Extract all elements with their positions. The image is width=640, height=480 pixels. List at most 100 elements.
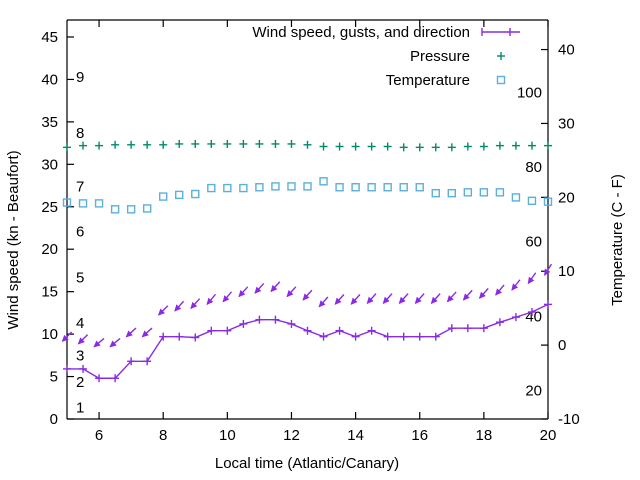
temperature-point bbox=[126, 205, 136, 214]
x-tick-label: 8 bbox=[159, 427, 167, 444]
pressure-point bbox=[255, 139, 264, 148]
temperature-point bbox=[447, 188, 456, 198]
wind-speed-point bbox=[191, 333, 200, 342]
y-tick-label: 35 bbox=[41, 114, 58, 131]
y2-tick-label: 30 bbox=[558, 115, 575, 132]
pressure-point bbox=[367, 142, 376, 151]
fahrenheit-label: 100 bbox=[517, 84, 542, 101]
gust-arrow bbox=[270, 281, 281, 293]
x-tick-label: 10 bbox=[219, 427, 236, 444]
temperature-point bbox=[158, 192, 168, 201]
y2-tick-label: 10 bbox=[558, 263, 575, 280]
pressure-series bbox=[63, 139, 552, 152]
temperature-point bbox=[223, 183, 232, 193]
wind-speed-point bbox=[239, 319, 248, 328]
temperature-point bbox=[335, 183, 344, 192]
pressure-point bbox=[335, 142, 344, 151]
legend: Wind speed, gusts, and direction Pressure… bbox=[252, 24, 520, 89]
temperature-point bbox=[303, 182, 312, 191]
temperature-point bbox=[415, 183, 424, 192]
gust-arrow bbox=[543, 263, 553, 276]
gust-arrow bbox=[222, 291, 233, 303]
gust-arrow bbox=[302, 289, 313, 301]
temperature-point bbox=[479, 188, 489, 197]
pressure-point bbox=[495, 141, 504, 150]
legend-label-0: Wind speed, gusts, and direction bbox=[252, 24, 470, 41]
gust-arrow bbox=[350, 294, 361, 305]
wind-speed-point bbox=[447, 324, 456, 333]
y-tick-label: 30 bbox=[41, 156, 58, 173]
x-tick-label: 16 bbox=[411, 427, 428, 444]
wind-speed-point bbox=[271, 315, 280, 324]
temperature-series bbox=[62, 177, 553, 214]
gust-arrow bbox=[125, 327, 137, 338]
pressure-point bbox=[95, 141, 104, 150]
beaufort-label: 5 bbox=[76, 269, 84, 286]
gust-arrow bbox=[61, 331, 73, 342]
gust-arrow bbox=[254, 282, 265, 294]
pressure-point bbox=[143, 140, 152, 149]
temperature-point bbox=[78, 199, 88, 208]
pressure-point bbox=[207, 139, 216, 148]
temperature-point bbox=[527, 196, 537, 206]
pressure-point bbox=[127, 140, 136, 149]
temperature-point bbox=[94, 199, 104, 208]
temperature-point bbox=[142, 204, 152, 213]
wind-speed-point bbox=[367, 326, 376, 335]
y2-tick-label: 40 bbox=[558, 42, 575, 59]
wind-speed-point bbox=[175, 332, 184, 341]
gust-arrow bbox=[478, 288, 489, 299]
temperature-point bbox=[367, 183, 376, 192]
pressure-point bbox=[159, 140, 168, 149]
gust-arrow bbox=[398, 293, 409, 304]
wind-speed-point bbox=[319, 332, 328, 341]
wind-speed-point bbox=[111, 374, 120, 383]
x-tick-label: 14 bbox=[347, 427, 364, 444]
y-tick-label: 25 bbox=[41, 199, 58, 216]
temperature-point bbox=[543, 197, 553, 206]
wind-speed-point bbox=[79, 364, 88, 373]
gust-arrow bbox=[495, 284, 505, 296]
temperature-point bbox=[431, 188, 440, 198]
gust-arrow bbox=[382, 293, 393, 304]
pressure-point bbox=[319, 142, 328, 151]
x-axis-ticks: 6 8 10 12 14 16 18 20 bbox=[95, 20, 556, 444]
gust-arrow bbox=[318, 296, 329, 308]
wind-speed-point bbox=[511, 313, 520, 322]
temperature-point bbox=[175, 190, 184, 200]
gust-arrow bbox=[414, 293, 425, 304]
wind-speed-point bbox=[527, 308, 536, 317]
pressure-point bbox=[479, 142, 488, 151]
wind-speed-point bbox=[63, 364, 71, 373]
gust-arrow bbox=[157, 305, 169, 316]
x-tick-label: 20 bbox=[540, 427, 557, 444]
y-axis-title: Wind speed (kn - Beaufort) bbox=[5, 150, 22, 329]
temperature-point bbox=[287, 182, 296, 191]
pressure-point bbox=[415, 143, 424, 152]
temperature-point bbox=[463, 188, 473, 197]
y-tick-label: 40 bbox=[41, 71, 58, 88]
y-tick-label: 45 bbox=[41, 29, 58, 46]
wind-speed-point bbox=[383, 332, 392, 341]
wind-speed-point bbox=[207, 326, 216, 335]
temperature-point bbox=[511, 193, 521, 202]
y2-axis-ticks: -10 0 10 20 30 40 bbox=[541, 42, 580, 428]
gust-arrow bbox=[93, 337, 105, 348]
wind-speed-point bbox=[223, 326, 232, 335]
x-tick-label: 12 bbox=[283, 427, 300, 444]
wind-speed-point bbox=[127, 357, 136, 366]
x-tick-label: 6 bbox=[95, 427, 103, 444]
wind-speed-point bbox=[351, 332, 360, 341]
axes-group bbox=[66, 19, 549, 420]
gust-arrow bbox=[334, 294, 345, 305]
temperature-point bbox=[319, 177, 328, 186]
temperature-point bbox=[239, 183, 248, 193]
pressure-point bbox=[111, 140, 120, 149]
pressure-point bbox=[175, 139, 184, 148]
legend-symbol-1 bbox=[497, 52, 505, 60]
gust-arrow bbox=[366, 293, 377, 304]
pressure-point bbox=[303, 140, 312, 149]
